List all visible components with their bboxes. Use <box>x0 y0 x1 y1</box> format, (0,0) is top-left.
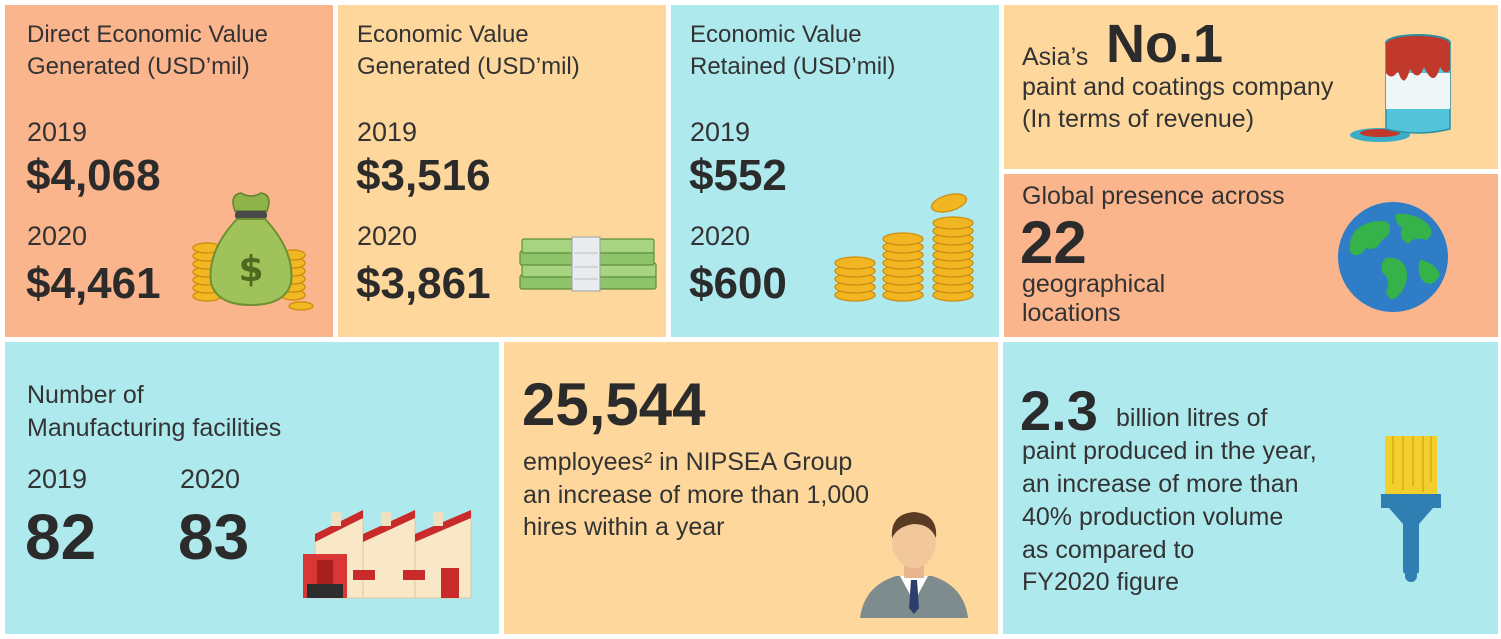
employees-line1: employees² in NIPSEA Group <box>523 448 853 476</box>
asia-line2: (In terms of revenue) <box>1022 105 1255 133</box>
value-2020: $600 <box>689 259 787 308</box>
global-presence-tile: Global presence across 22 geographical l… <box>1004 174 1498 337</box>
value-2020: 83 <box>178 501 250 573</box>
employees-line3: hires within a year <box>523 513 725 541</box>
paint-can-icon <box>1350 34 1451 142</box>
asia-no1-tile: Asia’s No.1 paint and coatings company (… <box>1004 5 1498 169</box>
employees-line2: an increase of more than 1,000 <box>523 481 870 509</box>
value-2019: $3,516 <box>356 151 491 200</box>
economic-value-generated-tile: Economic Value Generated (USD’mil) 2019 … <box>338 5 666 337</box>
year-2019: 2019 <box>357 117 418 147</box>
asia-line1: paint and coatings company <box>1022 73 1334 101</box>
value-2019: 82 <box>25 501 97 573</box>
year-2020: 2020 <box>180 464 241 494</box>
tile-title-line1: Direct Economic Value <box>27 21 268 48</box>
global-line1: geographical <box>1022 270 1166 298</box>
paintbrush-icon <box>1381 436 1441 582</box>
paint-amount: 2.3 <box>1020 379 1098 442</box>
paint-line5: FY2020 figure <box>1022 568 1180 596</box>
businessman-icon <box>860 512 968 618</box>
paint-line2: an increase of more than <box>1022 470 1299 498</box>
global-heading: Global presence across <box>1022 182 1285 210</box>
cash-stack-icon <box>519 236 657 292</box>
coin-stacks-icon <box>834 193 974 302</box>
factory-icon <box>303 510 472 599</box>
tile-title-line1: Economic Value <box>357 21 529 48</box>
tile-title-line2: Generated (USD’mil) <box>357 53 580 80</box>
svg-text:$: $ <box>238 249 263 290</box>
value-2020: $4,461 <box>26 259 161 308</box>
tile-title-line1: Economic Value <box>690 21 862 48</box>
paint-line3: 40% production volume <box>1022 503 1284 531</box>
paint-unit: billion litres of <box>1116 404 1268 432</box>
asia-prefix: Asia’s <box>1022 43 1089 71</box>
employees-tile: 25,544 employees² in NIPSEA Group an inc… <box>504 342 998 634</box>
value-2019: $4,068 <box>26 151 161 200</box>
global-line2: locations <box>1022 299 1121 327</box>
year-2019: 2019 <box>27 464 88 494</box>
year-2019: 2019 <box>27 117 88 147</box>
economic-value-retained-tile: Economic Value Retained (USD’mil) 2019 $… <box>671 5 999 337</box>
tile-title-line1: Number of <box>27 381 144 409</box>
year-2020: 2020 <box>27 221 88 251</box>
tile-title-line2: Retained (USD’mil) <box>690 53 896 80</box>
year-2019: 2019 <box>690 117 751 147</box>
paint-line4: as compared to <box>1022 536 1195 564</box>
tile-title-line2: Manufacturing facilities <box>27 414 282 442</box>
value-2020: $3,861 <box>356 259 491 308</box>
tile-title-line2: Generated (USD’mil) <box>27 53 250 80</box>
paint-line1: paint produced in the year, <box>1022 437 1317 465</box>
year-2020: 2020 <box>357 221 418 251</box>
value-2019: $552 <box>689 151 787 200</box>
direct-economic-value-tile: Direct Economic Value Generated (USD’mil… <box>5 5 333 337</box>
globe-icon <box>1338 202 1448 312</box>
year-2020: 2020 <box>690 221 751 251</box>
asia-rank: No.1 <box>1106 14 1224 74</box>
manufacturing-facilities-tile: Number of Manufacturing facilities 2019 … <box>5 342 499 634</box>
money-bag-icon: $ <box>192 192 314 311</box>
employee-count: 25,544 <box>522 371 706 438</box>
global-count: 22 <box>1020 209 1087 276</box>
paint-produced-tile: 2.3 billion litres of paint produced in … <box>1003 342 1498 634</box>
